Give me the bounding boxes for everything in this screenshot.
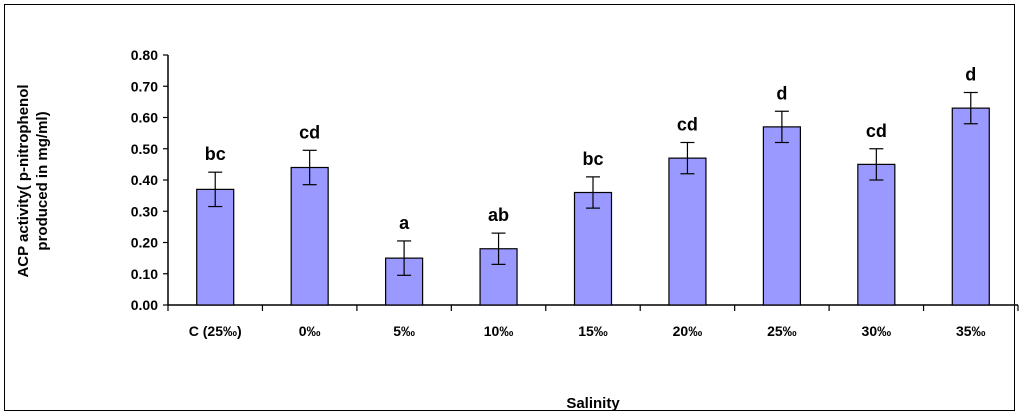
y-tick-label: 0.50: [131, 141, 158, 157]
y-axis-title-line-2: produced in mg/ml): [34, 111, 51, 250]
x-category-label: 25‰: [767, 323, 797, 339]
significance-label: cd: [677, 115, 698, 135]
x-axis-title: Salinity: [566, 395, 620, 412]
significance-label: cd: [299, 122, 320, 142]
y-axis-title-line-1: ACP activity( p-nitrophenol: [15, 84, 32, 277]
y-tick-label: 0.70: [131, 78, 158, 94]
y-tick-label: 0.10: [131, 266, 158, 282]
bar: [196, 188, 235, 306]
y-tick-label: 0.80: [131, 47, 158, 63]
y-axis-title: ACP activity( p-nitrophenol produced in …: [15, 84, 51, 277]
bar: [668, 157, 707, 306]
bar: [290, 166, 329, 306]
significance-label: bc: [205, 144, 226, 164]
y-tick-label: 0.30: [131, 203, 158, 219]
x-category-label: 30‰: [862, 323, 892, 339]
y-tick-label: 0.20: [131, 235, 158, 251]
x-category-label: C (25‰): [189, 323, 242, 339]
significance-label: d: [776, 83, 787, 103]
x-category-label: 20‰: [673, 323, 703, 339]
x-category-label: 5‰: [393, 323, 415, 339]
bar: [573, 191, 613, 306]
x-category-label: 0‰: [299, 323, 321, 339]
y-tick-label: 0.60: [131, 110, 158, 126]
x-category-label: 35‰: [956, 323, 986, 339]
significance-label: d: [965, 65, 976, 85]
significance-label: ab: [488, 205, 509, 225]
bar: [857, 163, 896, 306]
bar: [951, 107, 990, 306]
bar: [762, 126, 801, 306]
significance-label: cd: [866, 121, 887, 141]
significance-label: bc: [582, 149, 603, 169]
x-category-label: 10‰: [484, 323, 514, 339]
significance-label: a: [399, 213, 410, 233]
x-category-label: 15‰: [578, 323, 608, 339]
chart-frame: [4, 4, 1015, 411]
y-tick-label: 0.00: [131, 297, 158, 313]
y-tick-label: 0.40: [131, 172, 158, 188]
